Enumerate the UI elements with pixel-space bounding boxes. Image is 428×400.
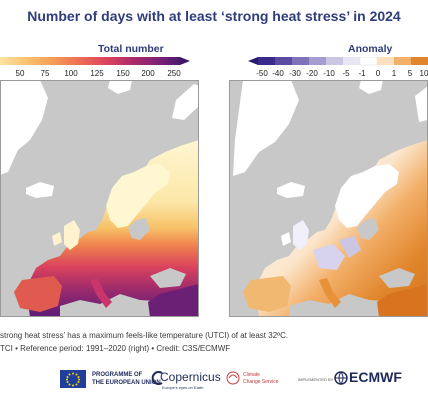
copernicus-wordmark: Copernicus (160, 370, 221, 384)
baltic-sea (357, 218, 379, 240)
tick-label: -1 (358, 69, 366, 78)
eu-flag-icon (60, 370, 86, 388)
ecmwf-globe-icon (334, 371, 348, 385)
copernicus-tagline: Europe's eyes on Earth (162, 385, 204, 390)
tick-label: 250 (167, 69, 181, 78)
tick-label: 75 (40, 69, 50, 78)
tick-label: 10 (419, 69, 428, 78)
total-number-map (0, 80, 199, 317)
iceland-land (26, 182, 54, 198)
italy-land (90, 278, 112, 308)
iberia-land (14, 276, 62, 312)
baltic-sea (128, 218, 150, 240)
novaya-zemlya-land (172, 84, 199, 120)
footer-logos: PROGRAMME OF THE EUROPEAN UNION Copernic… (0, 362, 428, 400)
iberia-land (243, 276, 291, 312)
c3s-text-2: Change Service (243, 379, 279, 385)
tick-label: -30 (289, 69, 301, 78)
eu-programme-text-1: PROGRAMME OF (92, 372, 143, 378)
tick-label: -40 (272, 69, 284, 78)
tick-label: 50 (15, 69, 25, 78)
italy-land (319, 278, 341, 308)
negative-anomaly-zone (313, 244, 345, 270)
novaya-zemlya-land (415, 86, 428, 122)
anomaly-colorbar (248, 57, 428, 66)
tick-label: 5 (407, 69, 413, 78)
uk-land (293, 220, 309, 250)
chart-title: Number of days with at least ‘strong hea… (27, 8, 401, 24)
ireland-land (52, 232, 62, 246)
greenland-land (233, 80, 299, 176)
total-number-colorbar (0, 57, 190, 65)
scandinavia-land (106, 164, 170, 228)
implemented-by-label: IMPLEMENTED BY (298, 377, 334, 382)
right-panel-title: Anomaly (348, 43, 393, 55)
left-panel-title: Total number (98, 43, 164, 55)
tick-label: 1 (391, 69, 397, 78)
caption-line-2: TCI • Reference period: 1991–2020 (right… (0, 344, 231, 353)
c3s-text-1: Climate (243, 372, 260, 378)
tick-label: 100 (64, 69, 78, 78)
tick-label: -50 (256, 69, 268, 78)
iceland-land (277, 182, 305, 198)
black-sea (379, 268, 415, 288)
tick-label: 200 (141, 69, 155, 78)
svalbard-land (359, 80, 383, 94)
tick-label: -20 (306, 69, 318, 78)
caption-line-1: strong heat stress’ has a maximum feels-… (0, 331, 289, 340)
negative-anomaly-zone (339, 236, 361, 258)
svalbard-land (108, 80, 132, 94)
ecmwf-wordmark: ECMWF (349, 369, 402, 385)
anomaly-ticks: -50 -40 -30 -20 -10 -5 -1 0 1 5 10 (248, 69, 428, 81)
c3s-logo-icon (226, 371, 240, 385)
copernicus-logo-icon (151, 371, 163, 385)
ireland-land (281, 232, 291, 246)
eu-programme-text-2: THE EUROPEAN UNION (92, 380, 161, 386)
turkey-land (148, 284, 199, 317)
uk-land (64, 220, 80, 250)
black-sea (150, 268, 186, 288)
anomaly-map (229, 80, 428, 317)
scandinavia-land (335, 164, 399, 228)
total-number-ticks: 50 75 100 125 150 200 250 (0, 69, 200, 81)
turkey-land (377, 284, 428, 317)
greenland-land (0, 80, 48, 175)
tick-label: -5 (342, 69, 350, 78)
tick-label: 0 (375, 69, 381, 78)
tick-label: 125 (90, 69, 104, 78)
tick-label: 150 (116, 69, 130, 78)
tick-label: -10 (323, 69, 335, 78)
